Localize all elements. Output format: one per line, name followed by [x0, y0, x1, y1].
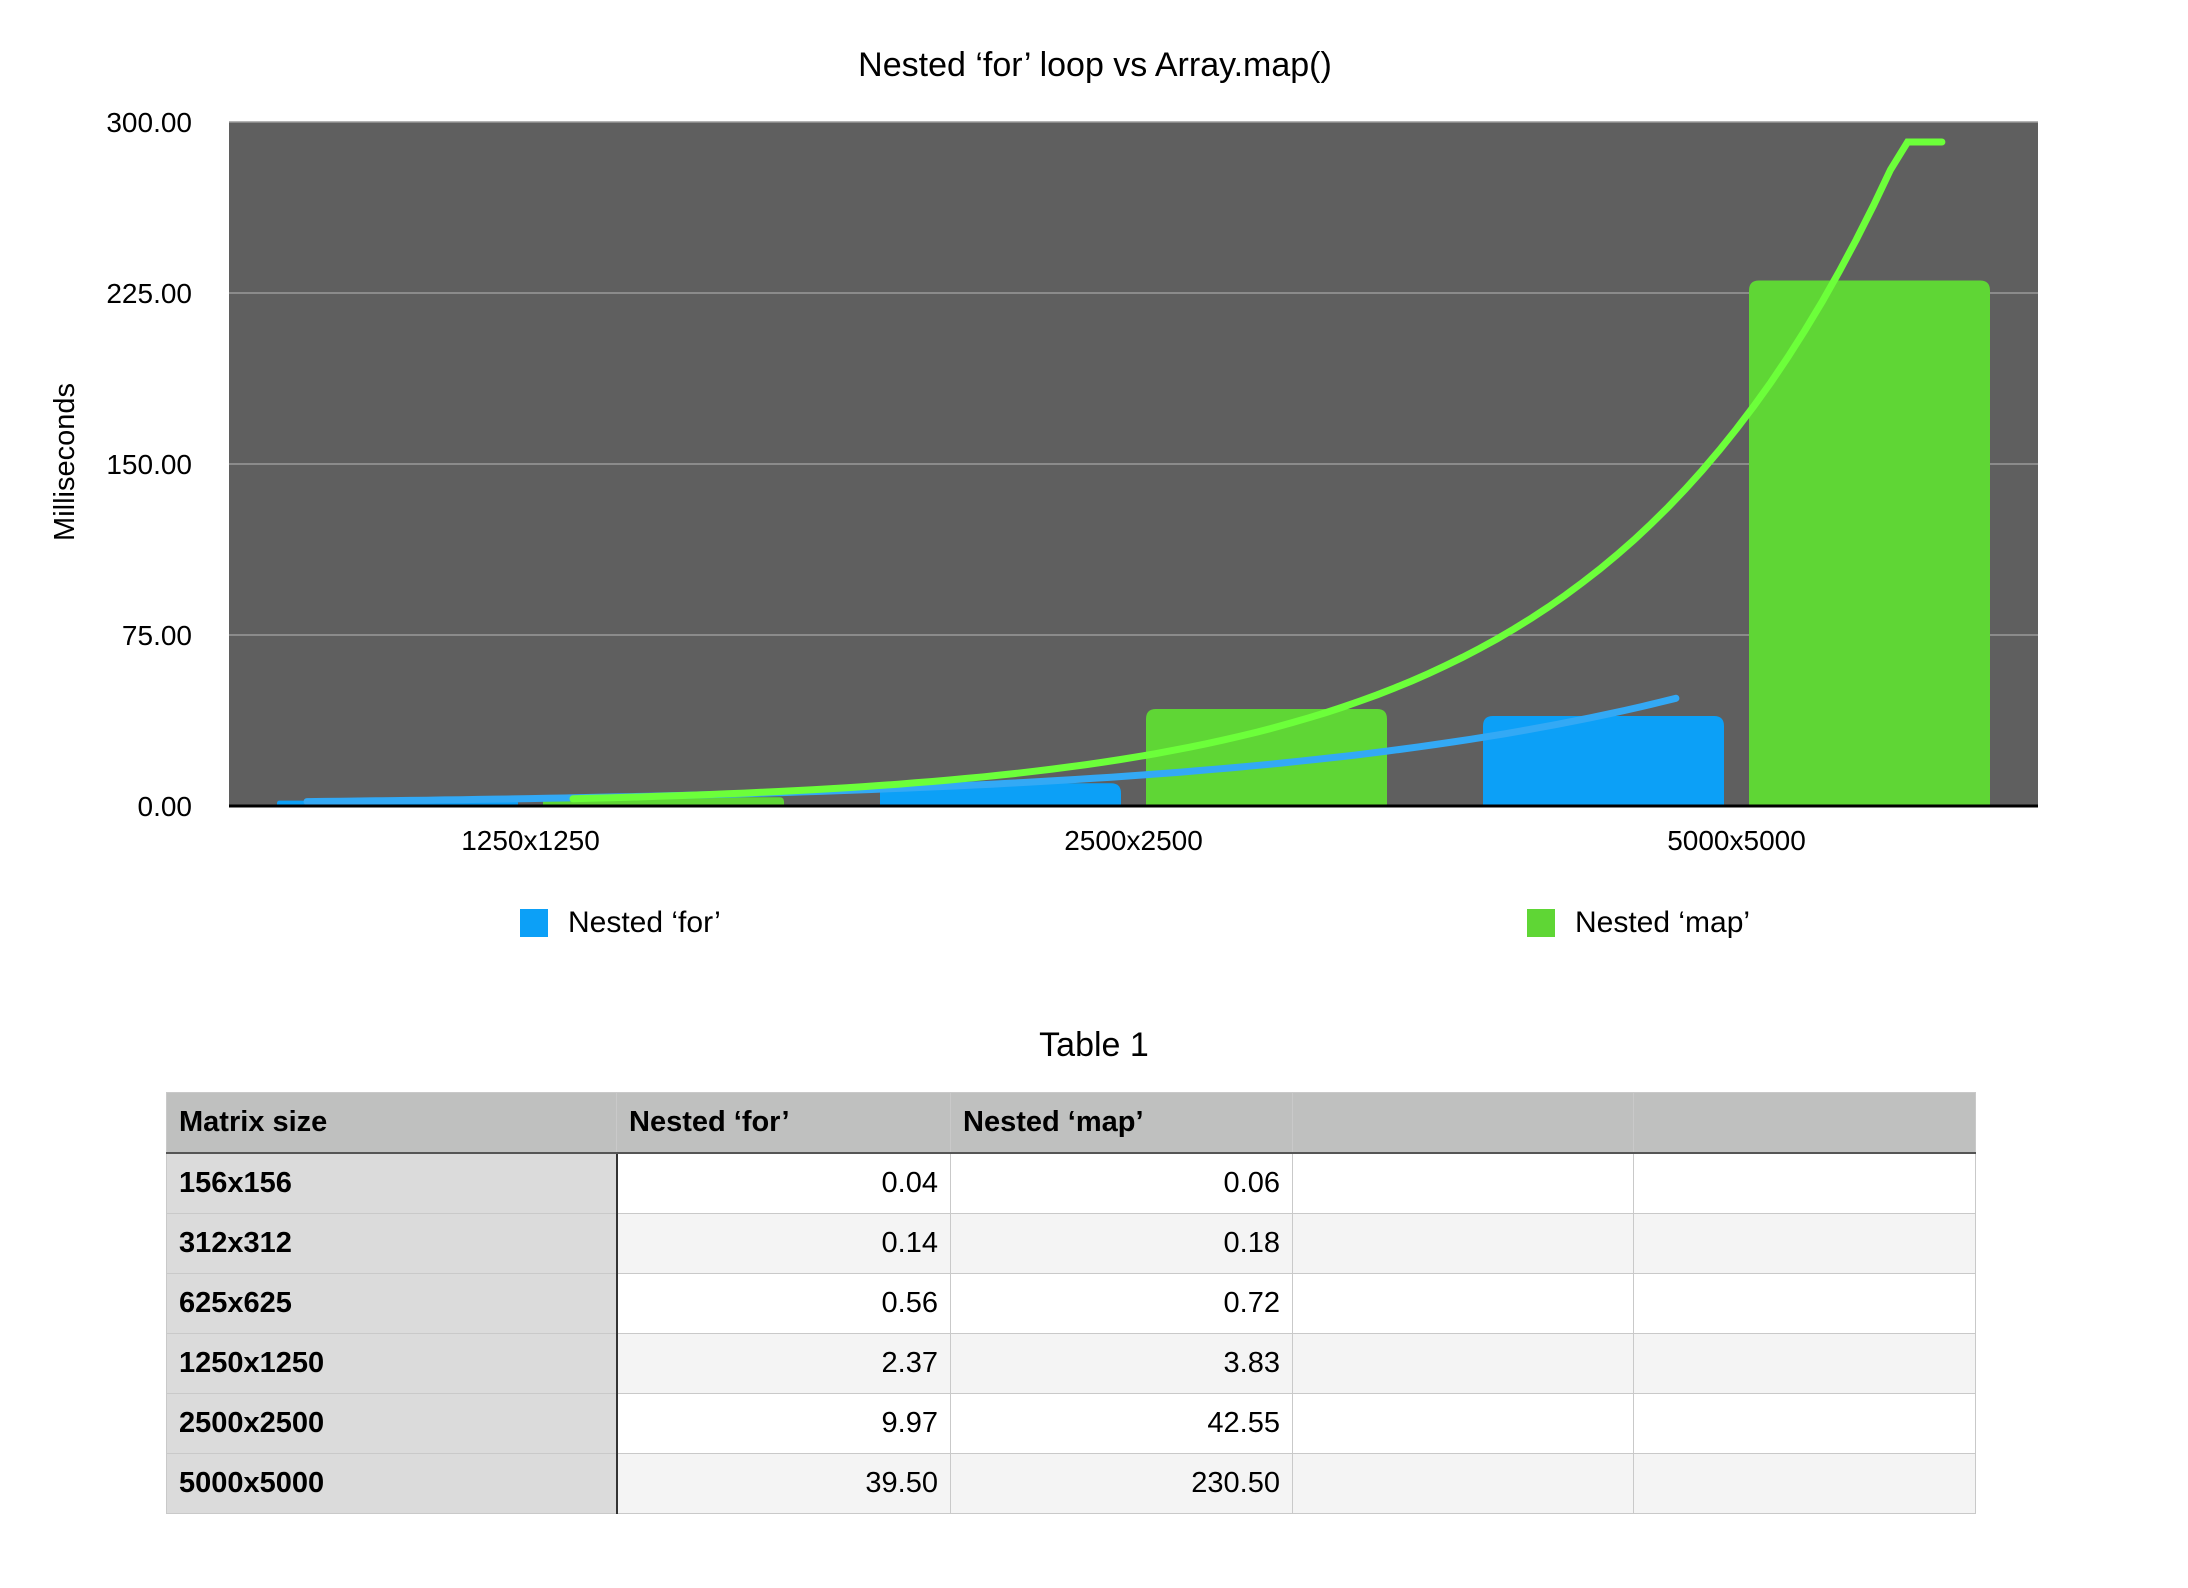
row-header-cell: 156x156	[167, 1153, 617, 1214]
table-cell	[1293, 1153, 1634, 1214]
table-row: 2500x2500 9.97 42.55	[167, 1394, 1976, 1454]
table-cell: 3.83	[951, 1334, 1293, 1394]
chart-title: Nested ‘for’ loop vs Array.map()	[858, 46, 1332, 84]
y-tick-label: 225.00	[106, 278, 192, 309]
table-cell: 0.14	[617, 1214, 951, 1274]
table-cell: 2.37	[617, 1334, 951, 1394]
y-tick-labels: 0.00 75.00 150.00 225.00 300.00	[106, 107, 192, 822]
table-title: Table 1	[0, 1026, 2188, 1065]
table-cell: 0.06	[951, 1153, 1293, 1214]
x-tick-label: 2500x2500	[1064, 825, 1203, 856]
table-cell: 9.97	[617, 1394, 951, 1454]
x-tick-label: 5000x5000	[1667, 825, 1806, 856]
table-cell: 39.50	[617, 1454, 951, 1514]
y-tick-label: 75.00	[122, 620, 192, 651]
row-header-cell: 312x312	[167, 1214, 617, 1274]
legend-swatch-for	[520, 909, 548, 937]
legend-label-for: Nested ‘for’	[568, 906, 721, 940]
table-cell	[1634, 1334, 1976, 1394]
legend-label-map: Nested ‘map’	[1575, 906, 1750, 940]
row-header-cell: 2500x2500	[167, 1394, 617, 1454]
table-cell	[1293, 1274, 1634, 1334]
table-row: 625x625 0.56 0.72	[167, 1274, 1976, 1334]
table-cell	[1293, 1334, 1634, 1394]
table-row: 156x156 0.04 0.06	[167, 1153, 1976, 1214]
table-cell: 0.18	[951, 1214, 1293, 1274]
table-cell	[1634, 1274, 1976, 1334]
data-table: Matrix size Nested ‘for’ Nested ‘map’ 15…	[166, 1092, 1976, 1514]
legend-item-map: Nested ‘map’	[1527, 906, 1750, 940]
y-tick-label: 150.00	[106, 449, 192, 480]
header-cell	[1293, 1093, 1634, 1154]
table-cell: 0.56	[617, 1274, 951, 1334]
table-cell: 230.50	[951, 1454, 1293, 1514]
legend-swatch-map	[1527, 909, 1555, 937]
y-axis-label: Milliseconds	[49, 383, 81, 541]
row-header-cell: 625x625	[167, 1274, 617, 1334]
table-cell: 0.72	[951, 1274, 1293, 1334]
table-cell	[1634, 1394, 1976, 1454]
table-cell	[1634, 1153, 1976, 1214]
table-cell: 0.04	[617, 1153, 951, 1214]
legend-item-for: Nested ‘for’	[520, 906, 721, 940]
y-tick-label: 0.00	[138, 791, 193, 822]
table-cell	[1634, 1454, 1976, 1514]
header-cell	[1634, 1093, 1976, 1154]
row-header-cell: 1250x1250	[167, 1334, 617, 1394]
header-cell: Matrix size	[167, 1093, 617, 1154]
chart: Nested ‘for’ loop vs Array.map() Millise…	[0, 0, 2188, 1010]
table-row: 1250x1250 2.37 3.83	[167, 1334, 1976, 1394]
table-cell	[1293, 1214, 1634, 1274]
table-cell	[1293, 1394, 1634, 1454]
y-tick-label: 300.00	[106, 107, 192, 138]
table-cell	[1634, 1214, 1976, 1274]
table-cell	[1293, 1454, 1634, 1514]
header-cell: Nested ‘map’	[951, 1093, 1293, 1154]
row-header-cell: 5000x5000	[167, 1454, 617, 1514]
table-row: 5000x5000 39.50 230.50	[167, 1454, 1976, 1514]
table-cell: 42.55	[951, 1394, 1293, 1454]
table-row: 312x312 0.14 0.18	[167, 1214, 1976, 1274]
x-tick-label: 1250x1250	[461, 825, 600, 856]
header-cell: Nested ‘for’	[617, 1093, 951, 1154]
table-header-row: Matrix size Nested ‘for’ Nested ‘map’	[167, 1093, 1976, 1154]
x-tick-labels: 1250x1250 2500x2500 5000x5000	[461, 825, 1806, 856]
